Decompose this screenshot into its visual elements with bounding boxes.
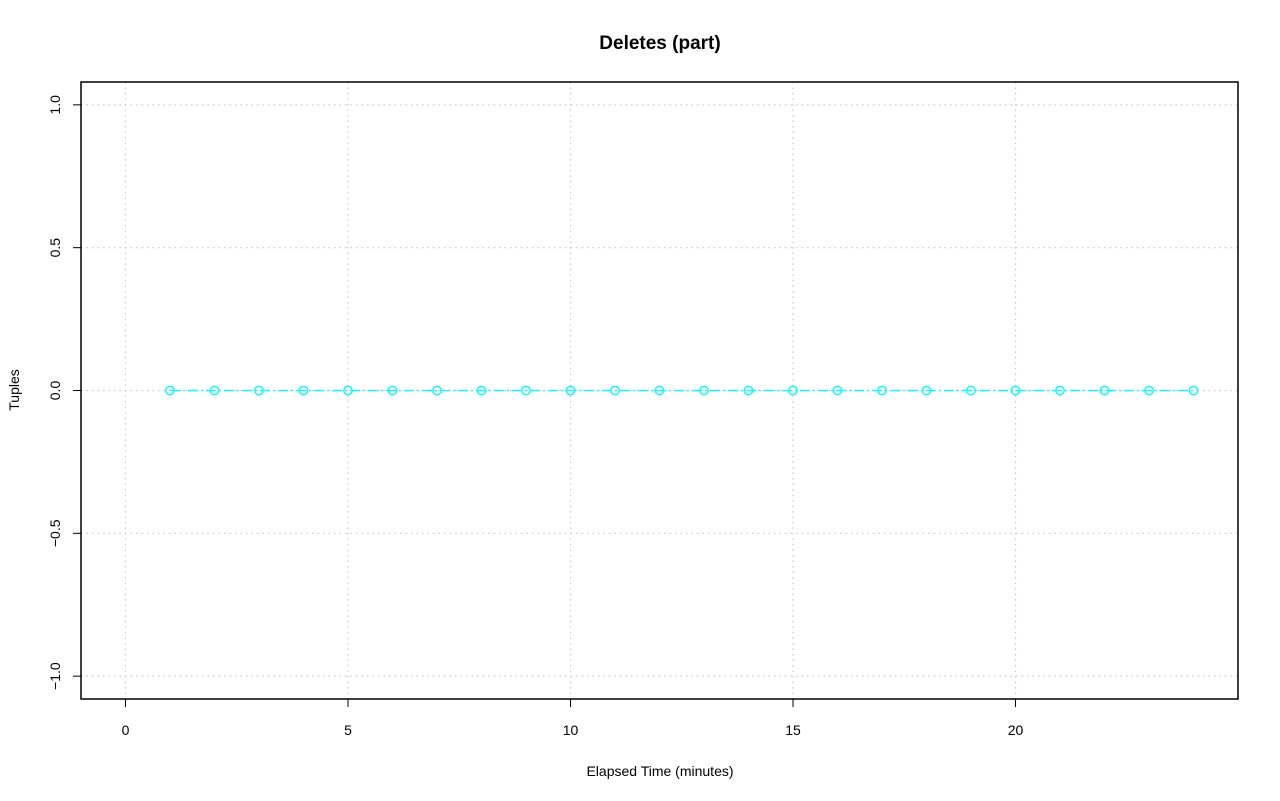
y-tick-label: 0.0 bbox=[47, 381, 63, 401]
data-point bbox=[209, 385, 220, 396]
y-axis-label: Tuples bbox=[6, 369, 22, 411]
data-point bbox=[1099, 385, 1110, 396]
x-tick-label: 20 bbox=[1008, 722, 1024, 738]
x-tick-label: 5 bbox=[344, 722, 352, 738]
y-tick-label: −0.5 bbox=[47, 519, 63, 547]
data-point bbox=[343, 385, 353, 396]
data-point bbox=[521, 385, 531, 396]
data-point bbox=[877, 385, 887, 396]
y-tick-label: 1.0 bbox=[47, 95, 63, 115]
chart-title: Deletes (part) bbox=[599, 33, 720, 54]
data-point bbox=[1144, 385, 1154, 396]
data-point bbox=[921, 385, 932, 396]
data-point bbox=[476, 385, 487, 396]
data-point bbox=[610, 385, 620, 396]
x-tick-label: 10 bbox=[563, 722, 579, 738]
data-point bbox=[432, 385, 442, 396]
ticks-layer bbox=[73, 104, 1016, 707]
labels-layer: 0 5 10 15 20 −1.0 −0.5 0.0 0.5 1.0 bbox=[47, 95, 1023, 738]
data-point bbox=[699, 385, 709, 396]
data-point bbox=[298, 385, 309, 396]
data-point bbox=[1188, 385, 1199, 396]
data-point bbox=[788, 385, 798, 396]
series-layer bbox=[165, 385, 1199, 396]
data-point bbox=[1010, 385, 1021, 396]
x-tick-label: 15 bbox=[785, 722, 801, 738]
data-point bbox=[654, 385, 665, 396]
data-point bbox=[743, 385, 754, 396]
data-point bbox=[254, 385, 264, 396]
x-tick-label: 0 bbox=[122, 722, 130, 738]
y-tick-label: −1.0 bbox=[47, 662, 63, 690]
data-point bbox=[165, 385, 175, 396]
data-point bbox=[1055, 385, 1065, 396]
data-point bbox=[832, 385, 843, 396]
data-point bbox=[387, 385, 398, 396]
x-axis-label: Elapsed Time (minutes) bbox=[586, 763, 733, 779]
data-point bbox=[565, 385, 576, 396]
data-point bbox=[966, 385, 976, 396]
y-tick-label: 0.5 bbox=[47, 238, 63, 258]
